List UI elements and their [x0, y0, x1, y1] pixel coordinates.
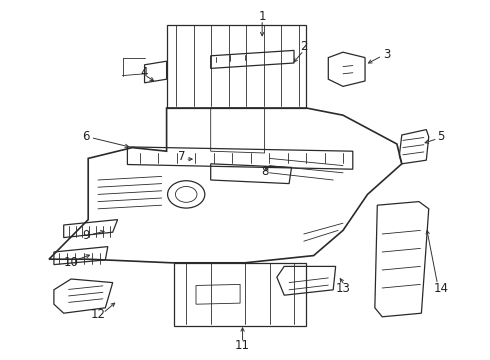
Bar: [174, 263, 306, 326]
Text: 2: 2: [300, 40, 308, 53]
Text: 11: 11: [235, 339, 250, 352]
Text: 7: 7: [177, 150, 185, 163]
Text: 9: 9: [82, 229, 90, 242]
Bar: [167, 25, 306, 108]
Text: 10: 10: [64, 256, 78, 269]
Text: 4: 4: [141, 66, 148, 78]
Text: 6: 6: [82, 130, 90, 143]
Text: 13: 13: [336, 282, 350, 294]
Text: 12: 12: [91, 309, 105, 321]
Text: 3: 3: [383, 48, 391, 60]
Text: 8: 8: [261, 165, 269, 177]
Text: 5: 5: [437, 130, 445, 143]
Text: 1: 1: [258, 10, 266, 23]
Text: 14: 14: [434, 282, 448, 294]
